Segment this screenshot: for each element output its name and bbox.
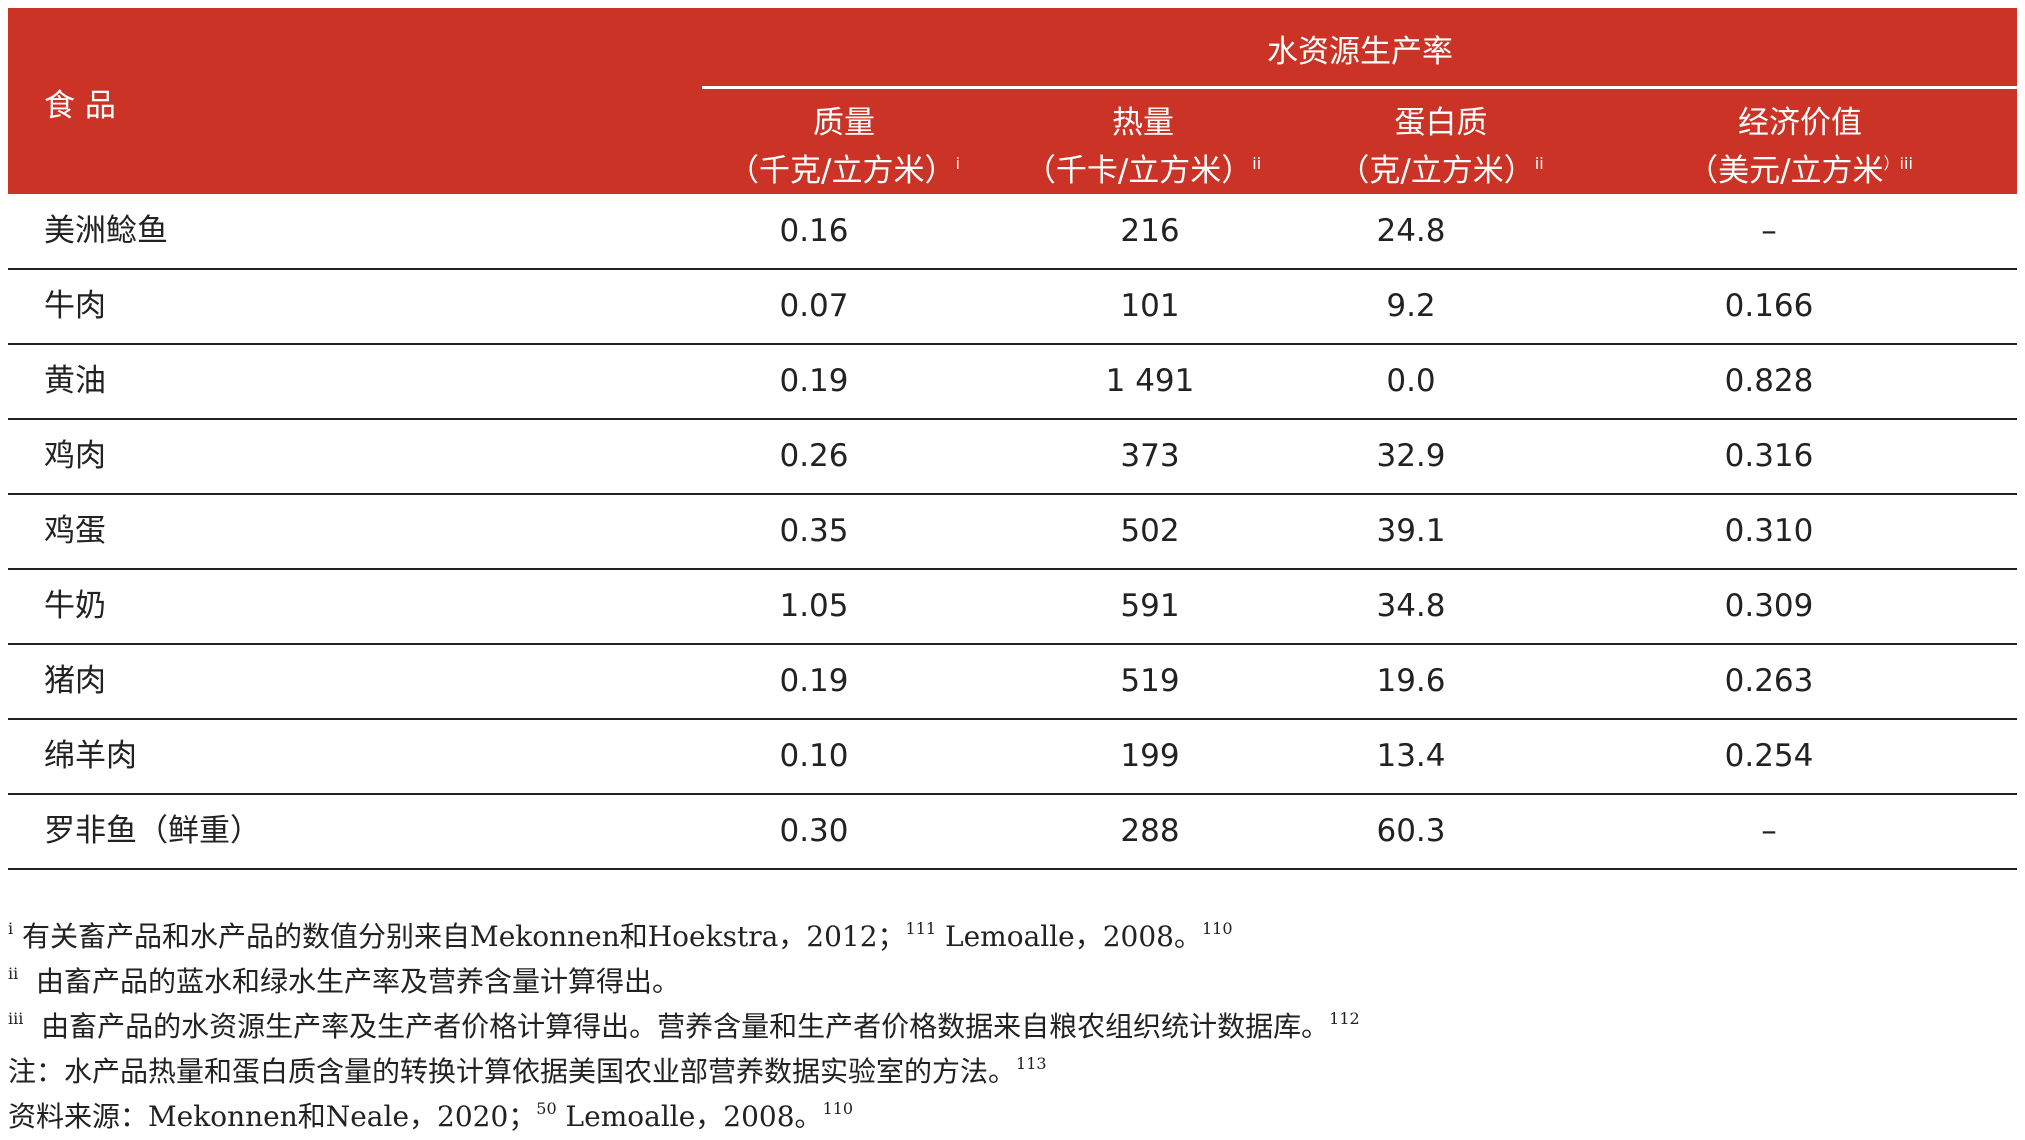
value-cell: 1 491 <box>1105 363 1195 399</box>
row-rule <box>8 343 2017 345</box>
column-name: 质量 <box>813 105 875 141</box>
footnote-text: 由畜产品的水资源生产率及生产者价格计算得出。营养含量和生产者价格数据来自粮农组织… <box>23 1010 1330 1043</box>
footnote: 资料来源：Mekonnen和Neale，2020；50 Lemoalle，200… <box>8 1095 853 1135</box>
footnote-mark: iii <box>8 1009 24 1028</box>
value-cell: 0.166 <box>1724 288 1814 324</box>
column-unit: （千克/立方米）i <box>728 145 960 190</box>
column-name: 经济价值 <box>1738 105 1862 141</box>
value-cell: 19.6 <box>1376 663 1446 699</box>
unit-note: ii <box>1534 154 1544 173</box>
footnote-text: 有关畜产品和水产品的数值分别来自Mekonnen和Hoekstra，2012； <box>13 920 906 953</box>
value-cell: 39.1 <box>1376 513 1446 549</box>
food-name: 罗非鱼（鲜重） <box>44 813 261 849</box>
row-rule <box>8 793 2017 795</box>
value-cell: – <box>1761 213 1777 249</box>
unit-note: ii <box>1252 154 1262 173</box>
row-rule <box>8 643 2017 645</box>
value-cell: 0.30 <box>779 813 849 849</box>
row-rule <box>8 418 2017 420</box>
unit-note: i <box>955 154 960 173</box>
value-cell: 0.35 <box>779 513 849 549</box>
footnote: 注：水产品热量和蛋白质含量的转换计算依据美国农业部营养数据实验室的方法。113 <box>8 1050 1047 1090</box>
value-cell: 0.828 <box>1724 363 1814 399</box>
value-cell: 0.254 <box>1724 738 1814 774</box>
column-unit: （克/立方米）ii <box>1338 145 1543 190</box>
footnote-text: 注：水产品热量和蛋白质含量的转换计算依据美国农业部营养数据实验室的方法。 <box>8 1055 1017 1088</box>
food-name: 猪肉 <box>44 663 106 699</box>
value-cell: 373 <box>1120 438 1180 474</box>
footnote-mark: 111 <box>905 919 937 938</box>
value-cell: 0.19 <box>779 363 849 399</box>
unit-text: （克/立方米） <box>1338 153 1535 189</box>
value-cell: 101 <box>1120 288 1180 324</box>
unit-note: ）iii <box>1883 154 1913 173</box>
row-rule <box>8 868 2017 870</box>
footnote-text: 资料来源：Mekonnen和Neale，2020； <box>8 1100 537 1133</box>
value-cell: 0.309 <box>1724 588 1814 624</box>
value-cell: 216 <box>1120 213 1180 249</box>
value-cell: 60.3 <box>1376 813 1446 849</box>
food-name: 牛肉 <box>44 288 106 324</box>
group-rule <box>702 86 2017 89</box>
value-cell: 0.310 <box>1724 513 1814 549</box>
footnote-mark: 110 <box>1202 919 1233 938</box>
header-band <box>8 8 2017 194</box>
row-rule <box>8 268 2017 270</box>
column-name: 蛋白质 <box>1394 105 1488 141</box>
value-cell: 288 <box>1120 813 1180 849</box>
column-unit: （千卡/立方米）ii <box>1025 145 1261 190</box>
footnote-text: Lemoalle，2008。 <box>556 1100 823 1133</box>
food-header: 食 品 <box>44 88 116 124</box>
footnote: i 有关畜产品和水产品的数值分别来自Mekonnen和Hoekstra，2012… <box>8 915 1233 955</box>
value-cell: 0.316 <box>1724 438 1814 474</box>
footnote-mark: 50 <box>536 1099 557 1118</box>
value-cell: 32.9 <box>1376 438 1446 474</box>
food-name: 美洲鲶鱼 <box>44 213 168 249</box>
food-name: 绵羊肉 <box>44 738 137 774</box>
value-cell: 502 <box>1120 513 1180 549</box>
footnote-mark: 112 <box>1329 1009 1360 1028</box>
value-cell: 0.16 <box>779 213 849 249</box>
footnote-mark: 113 <box>1016 1054 1047 1073</box>
row-rule <box>8 493 2017 495</box>
food-name: 牛奶 <box>44 588 106 624</box>
value-cell: 1.05 <box>779 588 849 624</box>
footnote-text: 由畜产品的蓝水和绿水生产率及营养含量计算得出。 <box>18 965 681 998</box>
footnote: ii 由畜产品的蓝水和绿水生产率及营养含量计算得出。 <box>8 960 680 1000</box>
value-cell: 0.263 <box>1724 663 1814 699</box>
food-name: 黄油 <box>44 363 106 399</box>
footnote-mark: 110 <box>822 1099 854 1118</box>
value-cell: 0.0 <box>1386 363 1436 399</box>
value-cell: 0.26 <box>779 438 849 474</box>
value-cell: 519 <box>1120 663 1180 699</box>
column-name: 热量 <box>1112 105 1174 141</box>
footnote-mark: ii <box>8 964 19 983</box>
footnote: iii 由畜产品的水资源生产率及生产者价格计算得出。营养含量和生产者价格数据来自… <box>8 1005 1360 1045</box>
unit-text: （美元/立方米 <box>1687 153 1884 189</box>
footnote-mark: i <box>8 919 14 938</box>
unit-text: （千卡/立方米） <box>1024 153 1253 189</box>
value-cell: 24.8 <box>1376 213 1446 249</box>
value-cell: 0.19 <box>779 663 849 699</box>
column-unit: （美元/立方米）iii <box>1687 145 1913 190</box>
value-cell: 0.10 <box>779 738 849 774</box>
value-cell: 13.4 <box>1376 738 1446 774</box>
value-cell: 591 <box>1120 588 1180 624</box>
value-cell: 0.07 <box>779 288 849 324</box>
value-cell: 199 <box>1120 738 1180 774</box>
food-name: 鸡蛋 <box>44 513 106 549</box>
row-rule <box>8 718 2017 720</box>
footnote-text: Lemoalle，2008。 <box>936 920 1202 953</box>
unit-text: （千克/立方米） <box>728 153 956 189</box>
group-header: 水资源生产率 <box>1267 34 1453 70</box>
value-cell: – <box>1761 813 1777 849</box>
row-rule <box>8 568 2017 570</box>
value-cell: 9.2 <box>1386 288 1436 324</box>
food-name: 鸡肉 <box>44 438 106 474</box>
value-cell: 34.8 <box>1376 588 1446 624</box>
